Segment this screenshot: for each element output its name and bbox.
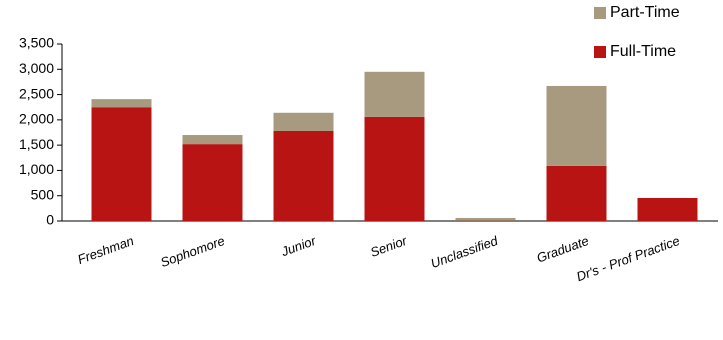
legend-label: Part-Time [610,4,680,21]
y-tick-label: 1,500 [19,136,54,152]
y-tick-label: 3,500 [19,35,54,51]
x-tick-label: Graduate [535,233,591,266]
bar-segment [182,144,243,221]
x-tick-label: Unclassified [429,233,501,271]
x-tick-label: Junior [278,233,318,260]
bar-segment [182,135,243,145]
bar-segment [455,217,516,221]
y-tick-label: 1,000 [19,161,54,177]
bar-segment [546,85,607,166]
bar-segment [273,130,334,221]
y-tick-label: 2,500 [19,85,54,101]
bar-segment [637,197,698,221]
y-tick-label: 500 [31,186,55,202]
x-tick-label: Dr's - Prof Practice [574,233,681,284]
x-tick-label: Sophomore [158,233,226,270]
bar-segment [91,107,152,221]
bar-segment [546,165,607,221]
bar-segment [364,116,425,221]
x-tick-label: Freshman [76,233,136,267]
legend-swatch [594,46,606,58]
bar-segment [273,112,334,131]
legend-label: Full-Time [610,43,676,60]
y-tick-label: 3,000 [19,60,54,76]
legend-swatch [594,7,606,19]
x-tick-label: Senior [368,233,409,260]
y-tick-label: 0 [46,212,54,228]
bar-segment [364,71,425,117]
y-tick-label: 2,000 [19,111,54,127]
bar-segment [91,99,152,108]
